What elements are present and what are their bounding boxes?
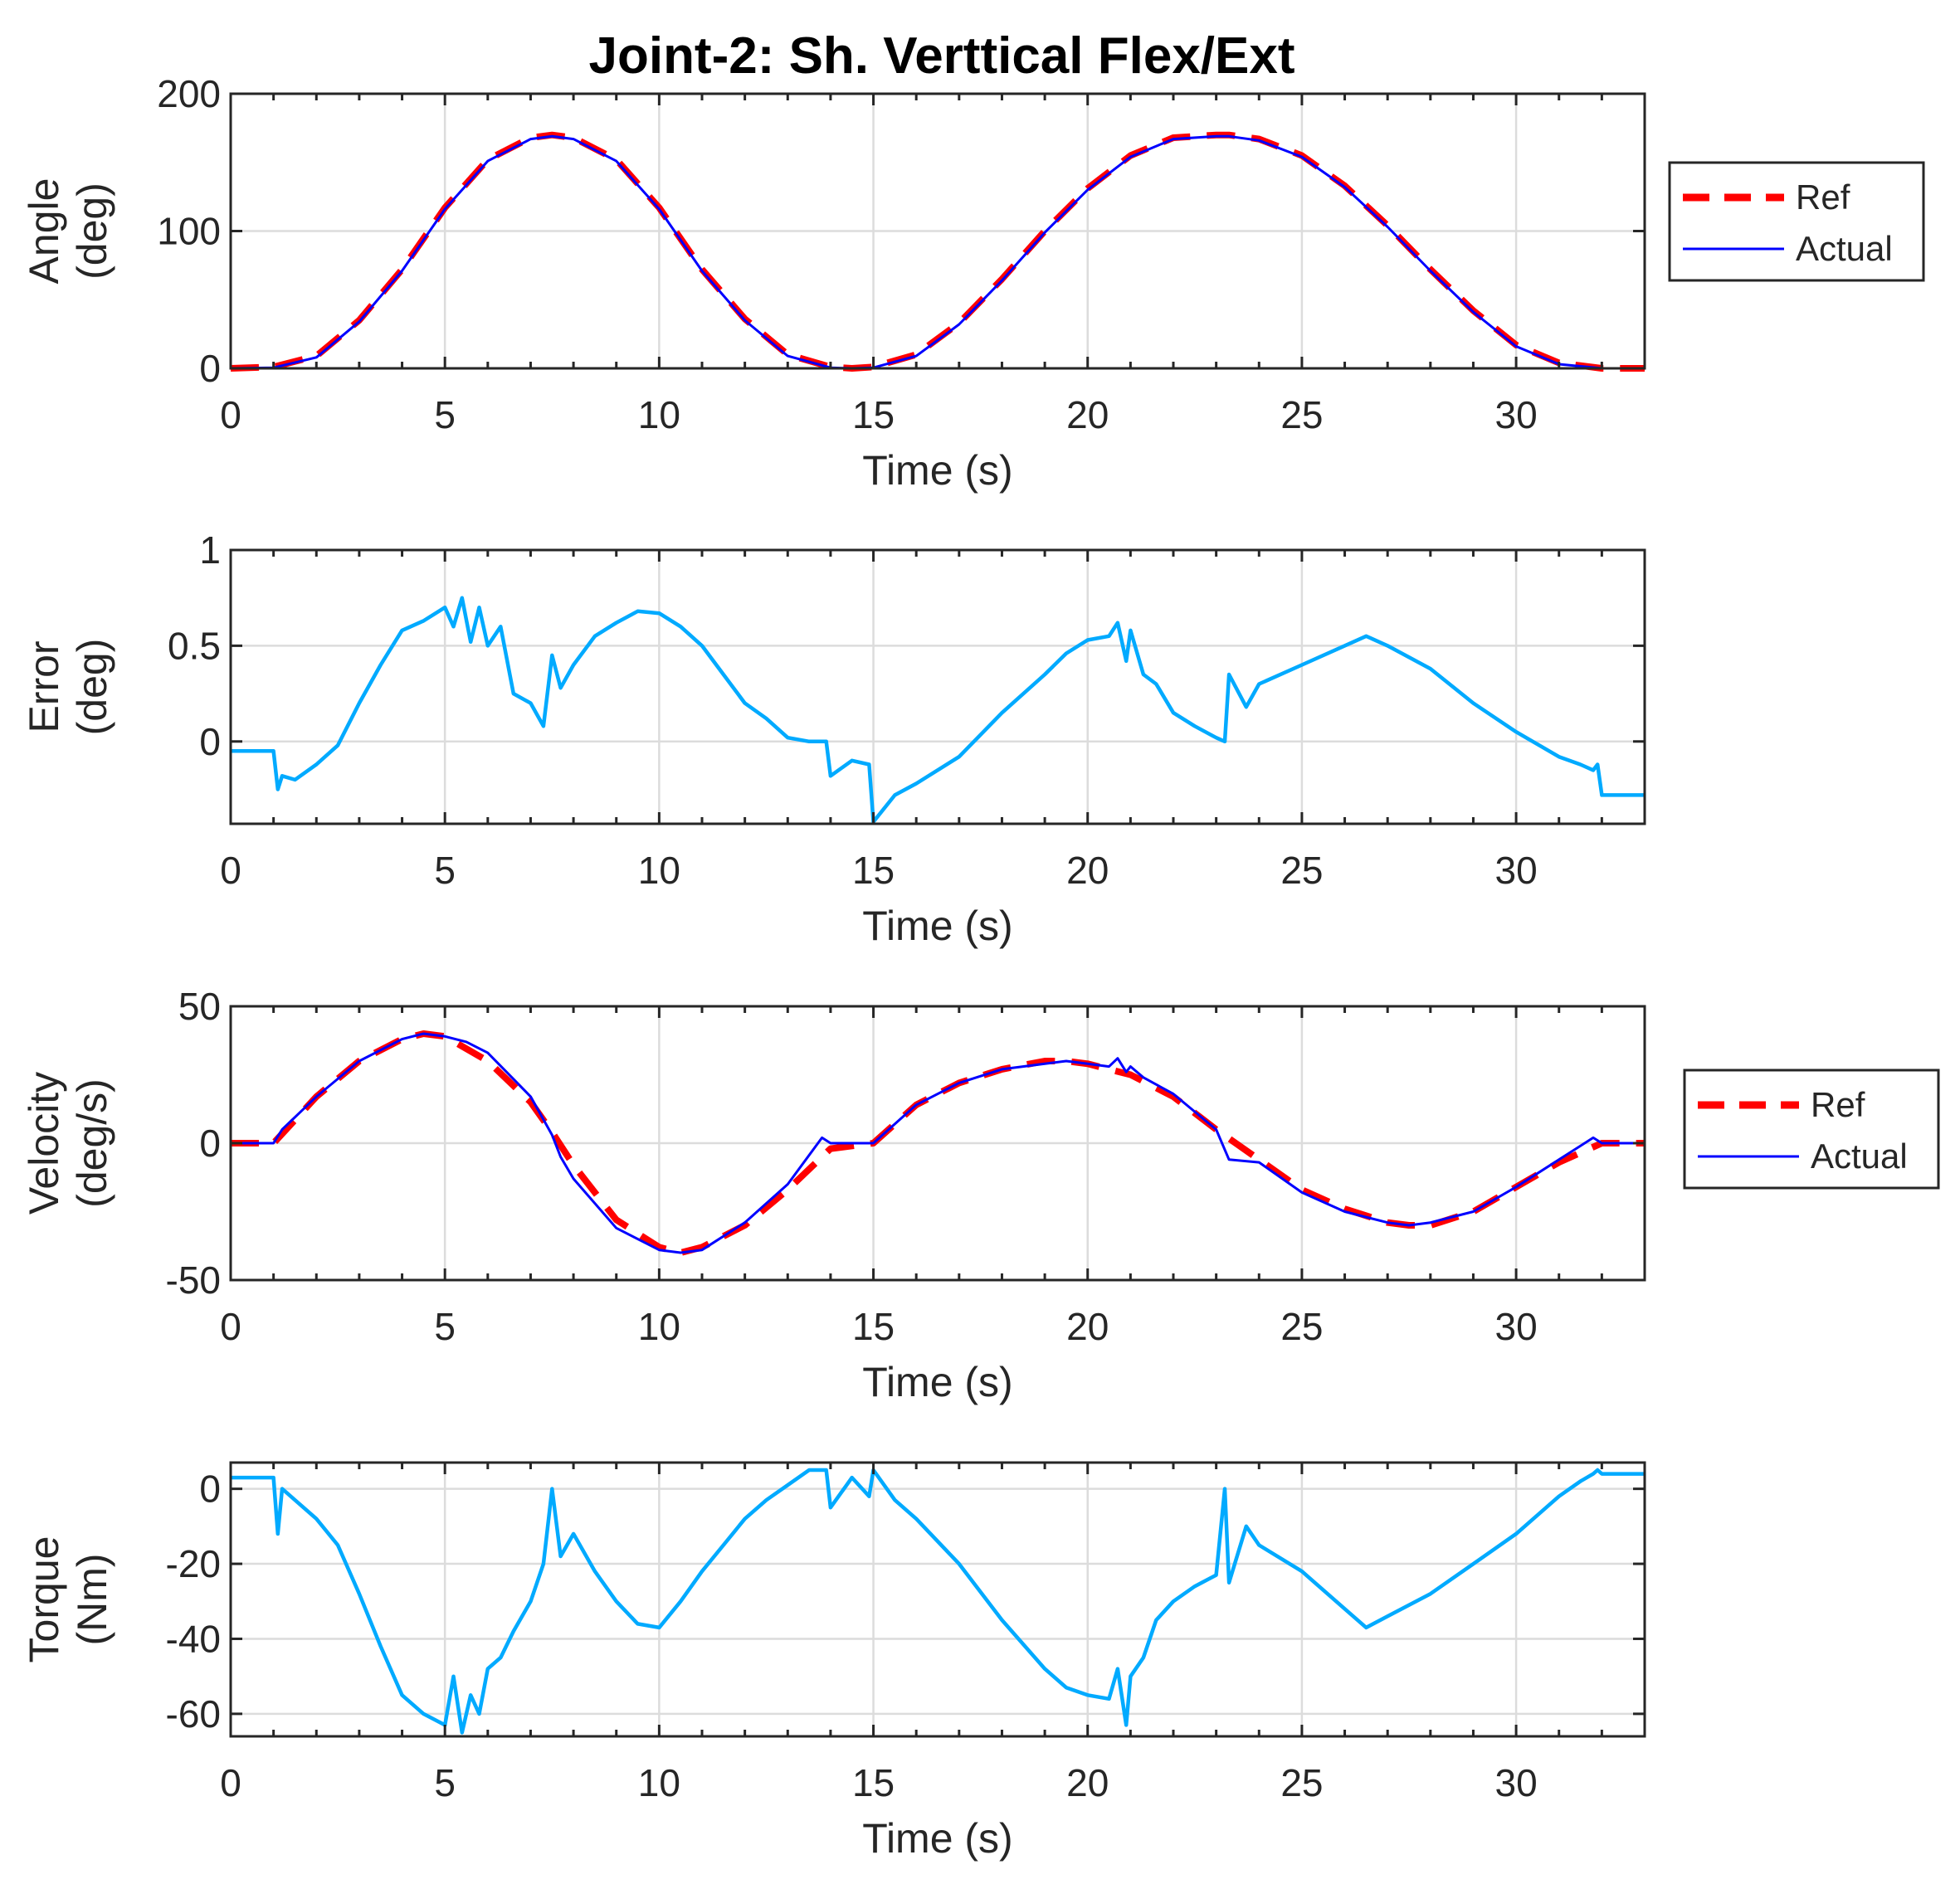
torque-y-axis-label: Torque bbox=[21, 1536, 67, 1663]
velocity-x-tick-label: 25 bbox=[1280, 1305, 1323, 1348]
angle-x-tick-label: 30 bbox=[1495, 393, 1538, 436]
torque-y-axis-unit: (Nm) bbox=[69, 1553, 115, 1645]
error-panel: 0 5 10 15 20 25 30 0 0.5 1 Time (s) Error (deg) bbox=[21, 528, 1646, 949]
torque-x-tick-label: 30 bbox=[1495, 1761, 1538, 1804]
angle-y-axis-unit: (deg) bbox=[69, 183, 115, 280]
velocity-y-axis-label: Velocity bbox=[21, 1072, 67, 1215]
angle-y-axis-label: Angle bbox=[21, 178, 67, 285]
torque-y-tick-label: -60 bbox=[166, 1692, 221, 1736]
angle-y-tick-label: 100 bbox=[157, 210, 221, 253]
error-x-tick-label: 25 bbox=[1280, 849, 1323, 892]
error-y-tick-label: 0.5 bbox=[168, 624, 221, 667]
velocity-x-tick-label: 10 bbox=[638, 1305, 680, 1348]
torque-y-tick-label: -20 bbox=[166, 1542, 221, 1585]
error-x-tick-label: 15 bbox=[852, 849, 895, 892]
torque-x-tick-label: 5 bbox=[434, 1761, 456, 1804]
torque-panel: 0 5 10 15 20 25 30 -60 -40 -20 0 Time (s) Torque (… bbox=[21, 1461, 1646, 1862]
error-x-tick-label: 10 bbox=[638, 849, 680, 892]
angle-x-tick-label: 20 bbox=[1066, 393, 1109, 436]
angle-x-tick-label: 10 bbox=[638, 393, 680, 436]
error-series-error-line bbox=[231, 596, 1645, 824]
velocity-series-actual-line bbox=[231, 1032, 1645, 1254]
error-y-tick-label: 1 bbox=[199, 528, 221, 572]
angle-y-tick-label: 0 bbox=[199, 347, 221, 390]
torque-y-tick-label: -40 bbox=[166, 1617, 221, 1660]
velocity-legend-ref: Ref bbox=[1811, 1085, 1865, 1124]
angle-panel: 0 5 10 15 20 25 30 0 100 200 Time (s) Angle (deg)… bbox=[21, 72, 1925, 494]
torque-x-axis-label: Time (s) bbox=[862, 1815, 1012, 1862]
angle-y-tick-label: 200 bbox=[157, 72, 221, 115]
velocity-x-tick-label: 30 bbox=[1495, 1305, 1538, 1348]
error-x-tick-label: 0 bbox=[220, 849, 241, 892]
velocity-x-tick-label: 20 bbox=[1066, 1305, 1109, 1348]
angle-legend-ref: Ref bbox=[1796, 178, 1850, 217]
angle-series-actual-line bbox=[230, 134, 1645, 370]
figure-title: Joint-2: Sh. Verttical Flex/Ext bbox=[588, 27, 1294, 85]
velocity-x-tick-label: 0 bbox=[220, 1305, 241, 1348]
error-x-axis-label: Time (s) bbox=[862, 903, 1012, 949]
velocity-y-tick-label: 0 bbox=[199, 1122, 221, 1165]
angle-legend-actual: Actual bbox=[1796, 229, 1893, 268]
velocity-legend: Ref Actual bbox=[1683, 1069, 1940, 1190]
error-x-tick-label: 30 bbox=[1495, 849, 1538, 892]
torque-series-torque-line bbox=[231, 1468, 1645, 1735]
error-x-tick-label: 5 bbox=[434, 849, 456, 892]
error-x-tick-label: 20 bbox=[1066, 849, 1109, 892]
angle-x-tick-label: 25 bbox=[1280, 393, 1323, 436]
velocity-y-axis-unit: (deg/s) bbox=[69, 1078, 115, 1208]
angle-x-tick-label: 5 bbox=[434, 393, 456, 436]
error-y-axis-label: Error bbox=[21, 640, 67, 733]
angle-x-tick-label: 0 bbox=[220, 393, 241, 436]
angle-legend: Ref Actual bbox=[1668, 161, 1925, 282]
velocity-y-tick-label: 50 bbox=[178, 985, 221, 1028]
torque-x-tick-label: 0 bbox=[220, 1761, 241, 1804]
torque-x-tick-label: 20 bbox=[1066, 1761, 1109, 1804]
torque-x-tick-label: 10 bbox=[638, 1761, 680, 1804]
velocity-x-axis-label: Time (s) bbox=[862, 1359, 1012, 1405]
angle-x-axis-label: Time (s) bbox=[862, 447, 1012, 494]
error-y-tick-label: 0 bbox=[199, 720, 221, 763]
torque-y-tick-label: 0 bbox=[199, 1468, 221, 1511]
torque-x-tick-label: 25 bbox=[1280, 1761, 1323, 1804]
velocity-x-tick-label: 5 bbox=[434, 1305, 456, 1348]
velocity-x-tick-label: 15 bbox=[852, 1305, 895, 1348]
torque-axes-frame bbox=[229, 1461, 1646, 1738]
error-y-axis-unit: (deg) bbox=[69, 639, 115, 736]
velocity-y-tick-label: -50 bbox=[166, 1258, 221, 1302]
angle-x-tick-label: 15 bbox=[852, 393, 895, 436]
torque-x-tick-label: 15 bbox=[852, 1761, 895, 1804]
velocity-legend-actual: Actual bbox=[1811, 1137, 1908, 1176]
error-axes-frame bbox=[229, 548, 1646, 825]
